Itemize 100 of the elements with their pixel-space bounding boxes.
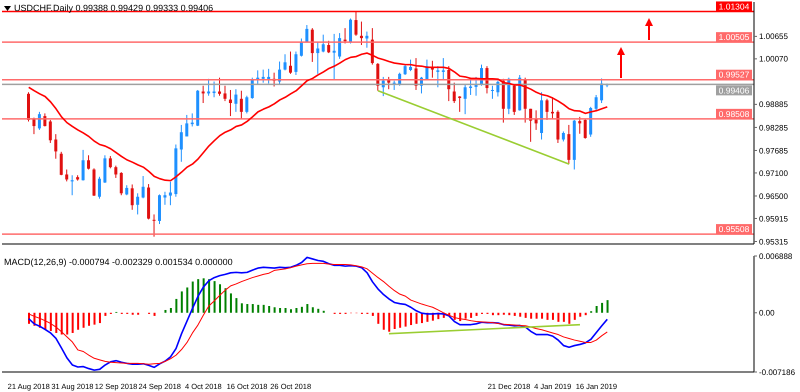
candlestick	[262, 69, 265, 84]
candlestick	[245, 95, 248, 114]
candlestick	[327, 40, 330, 54]
bar	[530, 312, 532, 319]
ref-line-label: 0.99527	[718, 70, 750, 80]
bar	[50, 312, 52, 331]
y-tick-label: 0.95315	[759, 237, 788, 246]
y-tick-label: 0.98285	[759, 123, 788, 132]
candlestick	[305, 24, 308, 43]
candlestick	[108, 156, 112, 169]
bar	[257, 304, 260, 313]
candlestick	[223, 85, 226, 102]
candlestick	[218, 77, 222, 96]
bar	[300, 306, 303, 313]
bar	[606, 300, 609, 313]
ref-line-label: 1.00505	[718, 32, 750, 42]
candlestick	[98, 176, 101, 200]
candlestick	[38, 111, 41, 130]
bar	[82, 312, 85, 328]
candlestick	[300, 38, 303, 58]
bar	[290, 309, 292, 313]
bar	[252, 304, 254, 313]
candlestick	[365, 31, 368, 48]
candlestick	[294, 51, 298, 76]
candlestick	[163, 191, 166, 206]
bar	[284, 308, 287, 313]
candlestick	[180, 124, 183, 162]
bar	[476, 312, 478, 316]
candlestick	[562, 130, 565, 142]
bar	[170, 308, 172, 313]
bar	[214, 281, 216, 313]
candlestick	[54, 134, 58, 160]
y-tick-label: 0.97100	[759, 168, 788, 178]
bar	[240, 303, 243, 313]
candlestick	[168, 181, 172, 206]
candlestick	[458, 96, 462, 112]
chart-title: MACD(12,26,9) -0.000794 -0.002329 0.001534 0.000000	[4, 257, 233, 267]
candlestick	[114, 165, 118, 178]
y-tick-label: 0.96500	[759, 192, 788, 201]
y-tick-label: 1.00655	[759, 32, 788, 42]
bar	[562, 312, 565, 322]
bar	[72, 312, 74, 333]
bar	[382, 312, 385, 330]
bar	[404, 312, 407, 327]
candlestick	[48, 119, 52, 144]
bar	[93, 312, 96, 325]
bar	[55, 312, 58, 333]
candlestick	[240, 90, 243, 120]
bar	[317, 308, 320, 313]
candlestick	[87, 154, 90, 170]
candlestick	[310, 28, 314, 62]
candlestick	[490, 85, 494, 100]
candlestick	[436, 66, 440, 88]
candlestick	[202, 85, 205, 104]
bar	[268, 306, 270, 313]
candlestick	[190, 112, 194, 127]
bar	[399, 312, 402, 328]
candlestick	[354, 11, 358, 36]
ref-line-label: 0.98508	[718, 108, 750, 119]
y-tick-label: 0.95915	[759, 214, 788, 224]
bar	[394, 312, 396, 330]
bar	[464, 312, 467, 319]
bar	[372, 312, 374, 316]
bar	[377, 312, 380, 324]
candlestick	[594, 94, 598, 111]
bar	[557, 312, 560, 322]
bar	[596, 306, 598, 313]
bar	[175, 298, 178, 313]
candlestick	[228, 89, 232, 117]
candlestick	[120, 172, 123, 196]
candlestick	[82, 149, 85, 182]
bar	[180, 291, 183, 313]
candlestick	[142, 176, 145, 199]
bar	[601, 302, 604, 313]
bar	[235, 298, 238, 313]
candlestick	[322, 34, 325, 53]
candlestick	[152, 214, 156, 238]
y-tick-label: 1.00070	[759, 54, 788, 64]
ref-line-label: 1.01304	[718, 1, 750, 12]
bar	[66, 312, 68, 335]
bar	[470, 312, 472, 318]
bar	[524, 312, 527, 318]
bar	[410, 312, 412, 326]
candlestick	[409, 59, 412, 72]
chart-title: USDCHF.Daily 0.99388 0.99429 0.99333 0.99406	[14, 3, 214, 13]
y-tick-label: 0.97685	[759, 146, 788, 156]
bar	[274, 307, 276, 313]
candlestick	[284, 54, 287, 71]
candlestick	[288, 51, 292, 74]
bar	[262, 304, 265, 313]
candlestick	[344, 28, 347, 44]
candlestick	[546, 98, 549, 120]
bar	[295, 308, 298, 313]
bar	[104, 312, 106, 316]
bar	[416, 312, 418, 324]
bar	[388, 312, 390, 332]
bar	[202, 278, 205, 313]
bar	[60, 312, 63, 335]
candlestick	[550, 96, 554, 119]
candlestick	[584, 118, 587, 140]
